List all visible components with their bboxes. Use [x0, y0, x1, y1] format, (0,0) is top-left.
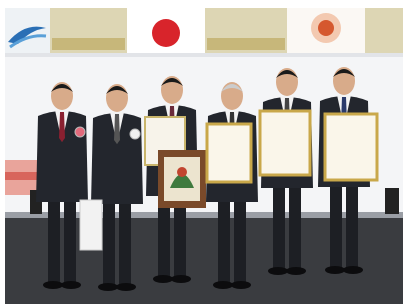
shoe — [171, 275, 191, 283]
photo — [0, 0, 408, 308]
page: Photo {} html, body { margin: 0; padding… — [0, 0, 408, 308]
shoe — [116, 283, 136, 291]
leg — [119, 194, 131, 286]
shoe — [98, 283, 118, 291]
certificate — [260, 111, 310, 175]
shoe — [61, 281, 81, 289]
shoe — [268, 267, 288, 275]
leg — [103, 194, 115, 286]
picture-art — [177, 167, 187, 177]
tie — [114, 114, 120, 144]
flag-sun — [152, 19, 180, 47]
leg — [289, 178, 301, 270]
certificate — [325, 114, 377, 180]
banner-stripe — [52, 38, 125, 50]
leg — [64, 192, 76, 284]
rosette — [75, 127, 85, 137]
paper-bag — [80, 200, 102, 250]
leg — [48, 192, 60, 284]
ledge — [5, 53, 403, 57]
leg — [346, 177, 358, 269]
leg — [234, 192, 246, 284]
shoe — [43, 281, 63, 289]
certificate — [207, 124, 251, 182]
leg — [330, 177, 342, 269]
shoe — [213, 281, 233, 289]
side-panel-stripe — [5, 172, 40, 180]
page-body: (() => { const g = document.getElementBy… — [0, 0, 408, 308]
shoe — [325, 266, 345, 274]
shoe — [153, 275, 173, 283]
shoe — [231, 281, 251, 289]
leg — [218, 192, 230, 284]
tie — [59, 112, 65, 142]
speaker — [385, 188, 399, 214]
banner-stripe — [207, 38, 285, 50]
emblem-center — [318, 20, 334, 36]
banner-panel — [365, 8, 403, 53]
rosette — [130, 129, 140, 139]
shoe — [286, 267, 306, 275]
leg — [273, 178, 285, 270]
shoe — [343, 266, 363, 274]
